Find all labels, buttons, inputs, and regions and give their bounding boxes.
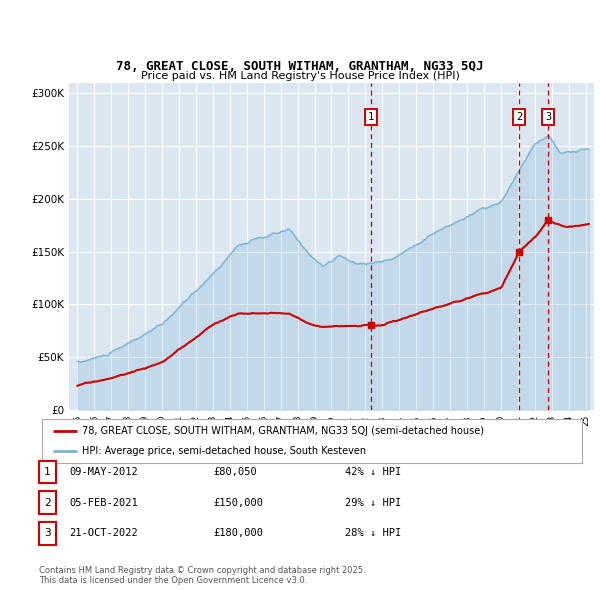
Text: HPI: Average price, semi-detached house, South Kesteven: HPI: Average price, semi-detached house,… [83,446,367,456]
Text: 3: 3 [545,112,551,122]
Text: 21-OCT-2022: 21-OCT-2022 [69,529,138,538]
Text: 78, GREAT CLOSE, SOUTH WITHAM, GRANTHAM, NG33 5QJ (semi-detached house): 78, GREAT CLOSE, SOUTH WITHAM, GRANTHAM,… [83,426,485,436]
Text: 09-MAY-2012: 09-MAY-2012 [69,467,138,477]
Text: 29% ↓ HPI: 29% ↓ HPI [345,498,401,507]
Text: 2: 2 [44,498,51,507]
Text: 3: 3 [44,529,51,538]
Text: 1: 1 [44,467,51,477]
Text: Contains HM Land Registry data © Crown copyright and database right 2025.
This d: Contains HM Land Registry data © Crown c… [39,566,365,585]
Text: 28% ↓ HPI: 28% ↓ HPI [345,529,401,538]
Text: 1: 1 [368,112,374,122]
Text: £180,000: £180,000 [213,529,263,538]
Text: 42% ↓ HPI: 42% ↓ HPI [345,467,401,477]
Text: 2: 2 [516,112,523,122]
Text: £150,000: £150,000 [213,498,263,507]
Text: 78, GREAT CLOSE, SOUTH WITHAM, GRANTHAM, NG33 5QJ: 78, GREAT CLOSE, SOUTH WITHAM, GRANTHAM,… [116,60,484,73]
Text: Price paid vs. HM Land Registry's House Price Index (HPI): Price paid vs. HM Land Registry's House … [140,71,460,81]
Text: 05-FEB-2021: 05-FEB-2021 [69,498,138,507]
Text: £80,050: £80,050 [213,467,257,477]
